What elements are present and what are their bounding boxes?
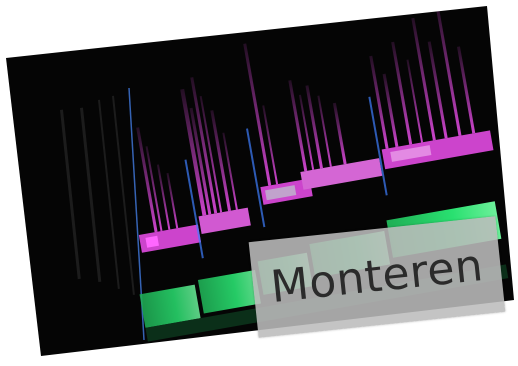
caption-text: Monteren xyxy=(268,240,486,314)
track-headers xyxy=(60,95,135,295)
video-track xyxy=(136,6,494,259)
